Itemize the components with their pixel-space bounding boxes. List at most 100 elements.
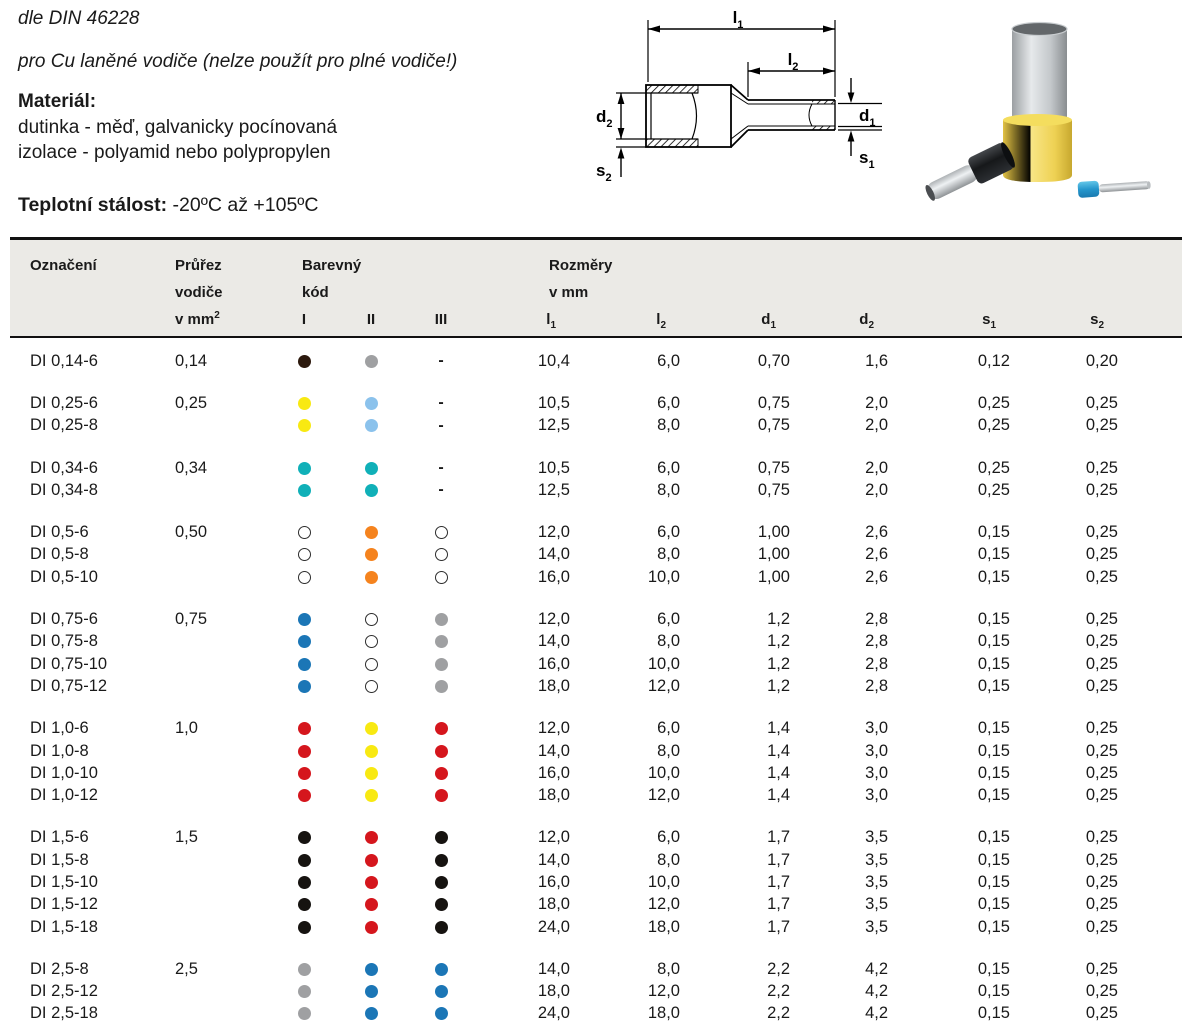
dim-value: 18,0 [537, 676, 570, 695]
color-dot-yellow [364, 744, 378, 758]
row-designation: DI 2,5-18 [30, 1004, 98, 1023]
black-ferrule [925, 142, 1015, 201]
dim-value: 1,7 [767, 828, 790, 847]
dim-value: 2,8 [865, 654, 888, 673]
row-cross-section: 1,5 [175, 828, 198, 847]
dim-value: 16,0 [537, 872, 570, 891]
color-dot-black [434, 831, 448, 845]
dim-value: 0,25 [1085, 654, 1118, 673]
color-code-cell [272, 419, 336, 433]
dim-value: 0,15 [977, 959, 1010, 978]
color-dot-white [364, 657, 378, 671]
dim-value: 2,0 [865, 393, 888, 412]
row-cross-section: 0,14 [175, 351, 208, 370]
color-code-cell [336, 570, 406, 584]
color-dot-blue [434, 1007, 448, 1021]
color-code-cell [406, 766, 476, 780]
dim-value: 8,0 [657, 480, 680, 499]
row-designation: DI 1,0-12 [30, 786, 98, 805]
color-code-cell [336, 679, 406, 693]
dim-value: 18,0 [537, 786, 570, 805]
color-dot-black [434, 920, 448, 934]
color-code-cell [272, 920, 336, 934]
dim-value: 6,0 [657, 458, 680, 477]
color-dot-grey [297, 1007, 311, 1021]
size-group: DI 0,25-6 0,25-10,5 6,0 0,75 2,0 0,25 0,25 DI 0… [10, 392, 1182, 437]
color-dot-blue [434, 985, 448, 999]
header-color-col-I: I [301, 311, 307, 328]
dim-value: 0,25 [977, 458, 1010, 477]
dim-value: 0,25 [977, 480, 1010, 499]
row-designation: DI 0,34-8 [30, 480, 98, 499]
color-dot-red [434, 789, 448, 803]
table-row: DI 1,5-8 14,0 8,0 1,7 3,5 0,15 0,25 [10, 849, 1182, 871]
dim-value: 8,0 [657, 416, 680, 435]
dim-value: 16,0 [537, 567, 570, 586]
color-dot-yellow [364, 722, 378, 736]
dim-value: 10,0 [647, 872, 680, 891]
header-designation: Označení [30, 257, 97, 274]
color-dot-white [434, 526, 448, 540]
size-group: DI 0,34-6 0,34-10,5 6,0 0,75 2,0 0,25 0,25 DI 0… [10, 457, 1182, 502]
dim-value: 0,15 [977, 523, 1010, 542]
header-dim-d2: d2 [859, 311, 874, 331]
no-color-dash: - [438, 394, 444, 412]
dim-value: 0,25 [977, 416, 1010, 435]
color-dot-orange [364, 526, 378, 540]
color-dot-blue [297, 613, 311, 627]
row-designation: DI 0,5-8 [30, 545, 89, 564]
color-dot-teal [364, 483, 378, 497]
color-code-cell [406, 526, 476, 540]
dim-value: 0,75 [757, 416, 790, 435]
no-color-dash: - [438, 481, 444, 499]
dim-value: 3,5 [865, 828, 888, 847]
color-code-cell [272, 744, 336, 758]
dim-value: 14,0 [537, 959, 570, 978]
no-color-dash: - [438, 459, 444, 477]
header-dim-l1: l1 [546, 311, 556, 331]
row-designation: DI 1,0-8 [30, 741, 89, 760]
color-dot-yellow [297, 419, 311, 433]
pin-bottom-wall [812, 126, 835, 130]
diagram-label-d1: d1 [859, 106, 876, 129]
dim-value: 3,0 [865, 719, 888, 738]
dim-value: 0,25 [1085, 982, 1118, 1001]
dim-value: 0,20 [1085, 351, 1118, 370]
intro-block: dle DIN 46228 pro Cu laněné vodiče (nelz… [18, 6, 457, 166]
dim-value: 1,2 [767, 654, 790, 673]
row-designation: DI 2,5-12 [30, 982, 98, 1001]
header-dimensions: Rozměry v mm [549, 257, 613, 301]
dim-value: 8,0 [657, 850, 680, 869]
color-code-cell [406, 613, 476, 627]
dim-value: 2,0 [865, 480, 888, 499]
color-dot-teal [297, 483, 311, 497]
dim-value: 3,5 [865, 895, 888, 914]
table-row: DI 1,5-10 16,0 10,0 1,7 3,5 0,15 0,25 [10, 871, 1182, 893]
color-code-cell [336, 789, 406, 803]
color-code-cell [406, 570, 476, 584]
dim-value: 0,15 [977, 917, 1010, 936]
row-designation: DI 0,14-6 [30, 351, 98, 370]
dim-value: 0,25 [1085, 676, 1118, 695]
dim-value: 0,15 [977, 567, 1010, 586]
color-code-cell [406, 548, 476, 562]
dim-value: 0,25 [1085, 610, 1118, 629]
color-code-cell [406, 744, 476, 758]
dim-value: 2,2 [767, 982, 790, 1001]
color-code-cell [272, 962, 336, 976]
table-row: DI 2,5-8 2,5 14,0 8,0 2,2 4,2 0,15 0,25 [10, 958, 1182, 980]
dim-value: 2,0 [865, 458, 888, 477]
table-row: DI 1,0-10 16,0 10,0 1,4 3,0 0,15 0,25 [10, 762, 1182, 784]
temperature-label: Teplotní stálost: [18, 194, 168, 216]
dim-value: 0,15 [977, 872, 1010, 891]
dim-value: 2,8 [865, 632, 888, 651]
color-dot-black [434, 853, 448, 867]
dim-value: 6,0 [657, 351, 680, 370]
dim-value: 12,5 [537, 416, 570, 435]
dim-value: 12,0 [537, 523, 570, 542]
dim-value: 0,25 [1085, 719, 1118, 738]
dim-value: 0,25 [1085, 480, 1118, 499]
color-code-cell [336, 548, 406, 562]
color-dot-black [297, 920, 311, 934]
color-dot-white [434, 570, 448, 584]
